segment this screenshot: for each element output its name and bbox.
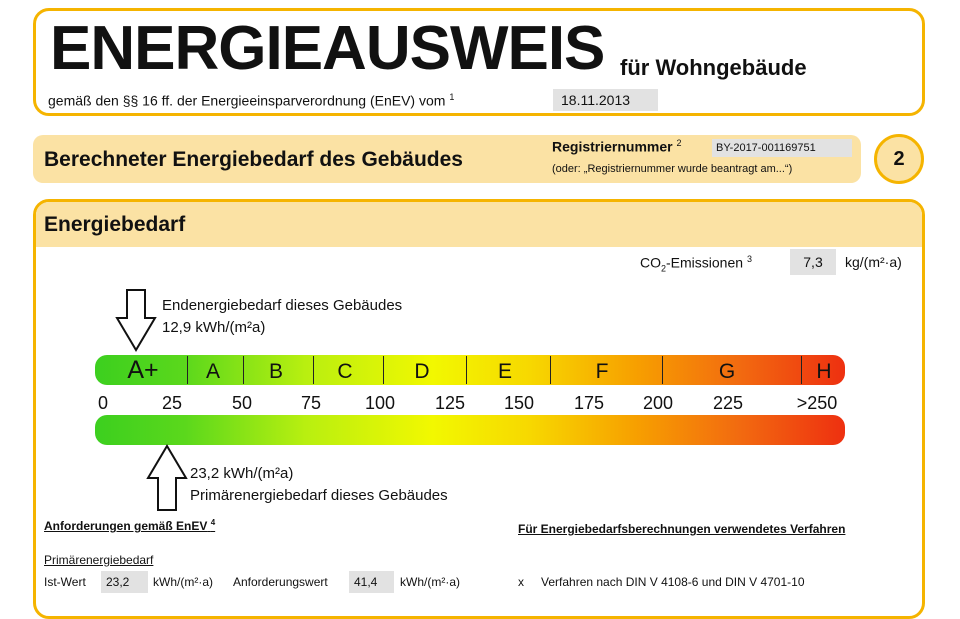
registration-label-text: Registriernummer <box>552 138 673 155</box>
ist-unit: kWh/(m²·a) <box>153 575 213 589</box>
scale-tick-label: 200 <box>642 393 674 413</box>
class-divider <box>187 356 188 384</box>
end-energy-value: 12,9 kWh/(m²a) <box>162 319 266 336</box>
co2-label: CO2-Emissionen 3 <box>640 254 752 273</box>
primary-energy-subheading: Primärenergiebedarf <box>44 553 154 567</box>
scale-tick-label: 175 <box>573 393 605 413</box>
header-box <box>33 8 925 116</box>
footnote-ref: 4 <box>210 518 216 527</box>
method-checkmark: x <box>518 575 524 589</box>
efficiency-class-label: D <box>414 360 430 383</box>
method-text: Verfahren nach DIN V 4108-6 und DIN V 47… <box>541 575 805 589</box>
scale-tick-label: 0 <box>97 393 109 413</box>
primary-energy-arrow-icon <box>146 444 188 511</box>
scale-tick-label: 125 <box>434 393 466 413</box>
co2-text: CO <box>640 254 661 271</box>
efficiency-class-label: C <box>337 360 353 383</box>
efficiency-class-label: F <box>595 360 609 383</box>
end-energy-arrow-icon <box>115 289 157 352</box>
requirement-label: Anforderungswert <box>233 575 328 589</box>
page-number-badge: 2 <box>874 134 924 184</box>
scale-tick-label: 50 <box>231 393 253 413</box>
class-divider <box>466 356 467 384</box>
ist-label: Ist-Wert <box>44 575 86 589</box>
scale-tick-label: 100 <box>364 393 396 413</box>
efficiency-class-label: A+ <box>127 356 159 384</box>
energy-panel-header <box>36 202 922 247</box>
requirements-heading: Anforderungen gemäß EnEV 4 <box>44 518 215 533</box>
footnote-ref: 2 <box>676 138 682 148</box>
primary-energy-label: Primärenergiebedarf dieses Gebäudes <box>190 487 448 504</box>
legal-basis-text: gemäß den §§ 16 ff. der Energieeinsparve… <box>48 92 446 109</box>
primary-energy-bar <box>95 415 845 445</box>
efficiency-class-label: A <box>205 360 221 383</box>
requirement-unit: kWh/(m²·a) <box>400 575 460 589</box>
scale-tick-label: 25 <box>161 393 183 413</box>
scale-tick-label: 225 <box>712 393 744 413</box>
document-title: ENERGIEAUSWEIS <box>50 14 605 83</box>
scale-tick-label: 150 <box>503 393 535 413</box>
section-title: Berechneter Energiebedarf des Gebäudes <box>44 148 463 171</box>
footnote-ref: 1 <box>449 92 455 102</box>
efficiency-class-bar <box>95 355 845 385</box>
method-heading: Für Energiebedarfsberechnungen verwendet… <box>518 522 846 536</box>
registration-number: BY-2017-001169751 <box>712 139 852 157</box>
primary-energy-value: 23,2 kWh/(m²a) <box>190 465 294 482</box>
document-subtitle: für Wohngebäude <box>620 55 807 80</box>
class-divider <box>243 356 244 384</box>
requirement-value: 41,4 <box>349 571 394 593</box>
energy-title: Energiebedarf <box>44 213 186 236</box>
class-divider <box>550 356 551 384</box>
registration-label: Registriernummer 2 <box>552 138 682 155</box>
end-energy-label: Endenergiebedarf dieses Gebäudes <box>162 297 403 314</box>
scale-tick-label: 75 <box>300 393 322 413</box>
efficiency-class-label: E <box>497 360 513 383</box>
date-field: 18.11.2013 <box>553 89 658 111</box>
co2-value: 7,3 <box>790 249 836 275</box>
ist-value: 23,2 <box>101 571 148 593</box>
co2-unit: kg/(m²·a) <box>845 254 902 270</box>
efficiency-class-label: H <box>816 360 832 383</box>
footnote-ref: 3 <box>746 254 752 264</box>
scale-tick-label: >250 <box>796 393 838 413</box>
legal-basis: gemäß den §§ 16 ff. der Energieeinsparve… <box>48 92 454 109</box>
class-divider <box>801 356 802 384</box>
registration-note: (oder: „Registriernummer wurde beantragt… <box>552 163 793 175</box>
class-divider <box>383 356 384 384</box>
requirements-heading-text: Anforderungen gemäß EnEV <box>44 519 208 533</box>
efficiency-class-label: G <box>718 360 736 383</box>
class-divider <box>662 356 663 384</box>
class-divider <box>313 356 314 384</box>
efficiency-class-label: B <box>268 360 284 383</box>
co2-text-rest: -Emissionen <box>666 254 744 271</box>
co2-subscript: 2 <box>661 263 667 274</box>
